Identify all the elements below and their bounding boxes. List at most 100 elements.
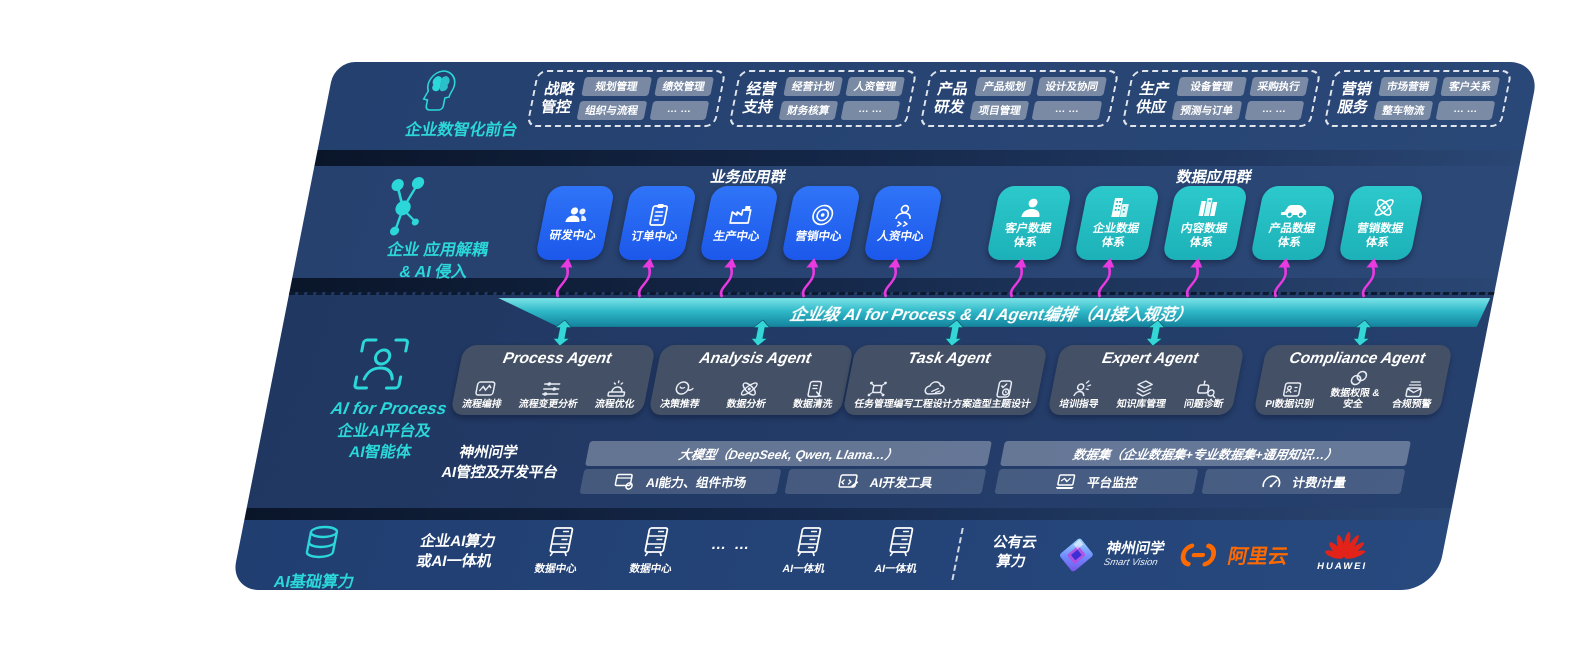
platform-left-group: 大模型（DeepSeek, Qwen, Llama…） AI能力、组件市场 AI… [579, 441, 992, 494]
task-grid-icon [867, 381, 887, 397]
logo-aliyun: 阿里云 [1174, 540, 1292, 569]
architecture-diagram: 企业数智化前台 战略 管控 规划管理 绩效管理 组织与流程 … … 经营 支持 经营… [230, 62, 1540, 592]
agent-card-process: Process Agent 流程编排 流程变更分析 流程优化 [450, 345, 656, 415]
band-infrastructure: AI基础算力 企业AI算力 或AI一体机 数据中心 [230, 520, 1450, 592]
aliyun-logo-icon [1180, 543, 1217, 566]
marketing-atom-icon [1374, 199, 1394, 217]
cell-dev-tools: AI开发工具 [784, 469, 987, 494]
head-brain-icon [422, 70, 456, 111]
chip: 人资管理 [845, 77, 905, 96]
person-frame-icon [353, 338, 409, 390]
chip: 经营计划 [783, 77, 843, 96]
group-title: 生产 供应 [1134, 81, 1172, 116]
server-rack-icon [644, 527, 669, 557]
platform-label: 神州问学 AI管控及开发平台 [440, 445, 560, 481]
chip: 组织与流程 [576, 101, 647, 120]
group-title: 经营 支持 [741, 81, 779, 116]
cell-platform-monitor: 平台监控 [994, 469, 1199, 494]
front-group-operation: 经营 支持 经营计划 人资管理 财务核算 … … [727, 70, 918, 127]
molecule-icon [389, 177, 425, 236]
agent-card-task: Task Agent 任务管理 编写工程设计方案 造型主题设计 [842, 345, 1048, 415]
alert-mail-icon [1405, 381, 1423, 398]
data-box-customer: 客户数据 体系 [985, 186, 1073, 260]
chip: … … [1031, 101, 1103, 120]
band-ai-platform: 企业级 AI for Process & AI Agent编排（AI接入规范） … [246, 292, 1495, 508]
data-box-enterprise: 企业数据 体系 [1073, 186, 1161, 260]
group-title: 战略 管控 [539, 81, 577, 116]
chip: … … [1244, 101, 1304, 120]
component-market-icon [615, 473, 634, 490]
node-datacenter-1: 数据中心 [533, 526, 585, 576]
customer-person-icon [1021, 198, 1040, 217]
platform-monitor-icon [1056, 474, 1076, 489]
enterprise-compute-label: 企业AI算力 或AI一体机 [415, 533, 498, 570]
cell-ai-capability: AI能力、组件市场 [579, 469, 782, 494]
dev-tools-icon [838, 474, 859, 488]
chip: 产品规划 [974, 77, 1035, 96]
chip: 整车物流 [1373, 101, 1434, 120]
chip: … … [840, 101, 901, 120]
business-box-rd: 研发中心 [534, 186, 616, 260]
agent-card-compliance: Compliance Agent PI数据识别 数据权限 & 安全 合规预警 [1253, 345, 1453, 415]
logo-huawei: HUAWEI [1316, 530, 1374, 572]
database-icon [305, 525, 339, 559]
chip: 项目管理 [969, 101, 1030, 120]
meter-gauge-icon [1262, 475, 1281, 488]
public-cloud-label: 公有云 算力 [991, 535, 1039, 570]
pi-data-icon [1283, 382, 1302, 397]
front-group-strategy: 战略 管控 规划管理 绩效管理 组织与流程 … … [526, 70, 726, 127]
business-box-hr: 人资中心 [862, 186, 944, 260]
chip: 设备管理 [1176, 77, 1247, 96]
front-group-product: 产品 研发 产品规划 设计及协同 项目管理 … … [919, 70, 1120, 127]
agent-card-analysis: Analysis Agent 决策推荐 数据分析 数据清洗 [648, 345, 854, 415]
infra-label: AI基础算力 [272, 574, 356, 591]
chip: … … [649, 101, 709, 120]
rd-team-icon [565, 206, 587, 222]
business-box-production: 生产中心 [698, 186, 780, 260]
diagnose-icon [1197, 380, 1216, 399]
data-apps-title: 数据应用群 [1174, 169, 1254, 186]
band-applications: 企业 应用解耦 & AI 侵入 业务应用群 数据应用群 研发中心 订单中心 [292, 166, 1520, 281]
chip: 市场营销 [1378, 77, 1438, 96]
band-separator [314, 150, 1523, 166]
front-group-marketing: 营销 服务 市场营销 客户关系 整车物流 … … [1323, 70, 1513, 127]
server-rack-icon [889, 527, 914, 557]
decision-icon [675, 381, 694, 395]
training-icon [1072, 380, 1091, 397]
front-groups: 战略 管控 规划管理 绩效管理 组织与流程 … … 经营 支持 经营计划 人资管理 … [526, 70, 1513, 127]
shenzhou-wenxue-logo-icon [1059, 538, 1093, 572]
node-ellipsis: … … [709, 536, 754, 553]
chip: 设计及协同 [1036, 77, 1107, 96]
agent-card-expert: Expert Agent 培训指导 知识库管理 问题诊断 [1047, 345, 1245, 415]
styling-card-icon [996, 380, 1013, 398]
infra-divider [951, 528, 964, 580]
data-analysis-icon [740, 382, 758, 396]
band-front-office: 企业数智化前台 战略 管控 规划管理 绩效管理 组织与流程 … … 经营 支持 经营… [317, 62, 1540, 150]
data-box-content: 内容数据 体系 [1161, 186, 1249, 260]
chip: 规划管理 [581, 77, 652, 96]
apps-label: 企业 应用解耦 & AI 侵入 [385, 242, 490, 281]
enterprise-building-icon [1111, 198, 1129, 218]
infra-label-block: AI基础算力 [272, 524, 365, 592]
chip: … … [1435, 101, 1496, 120]
product-car-icon [1280, 204, 1307, 218]
huawei-logo-icon [1324, 532, 1366, 559]
dataset-bar: 数据集（企业数据集+专业数据集+通用知识…） [1000, 441, 1411, 466]
node-ai-appliance-1: AI一体机 [781, 526, 833, 576]
cell-billing-meter: 计费/计量 [1201, 469, 1406, 494]
ai-orchestration-banner: 企业级 AI for Process & AI Agent编排（AI接入规范） [493, 298, 1491, 327]
group-title: 产品 研发 [932, 81, 970, 116]
flow-change-icon [542, 382, 561, 397]
flow-orchestration-icon [474, 381, 496, 396]
model-bar: 大模型（DeepSeek, Qwen, Llama…） [585, 441, 992, 466]
business-apps-title: 业务应用群 [708, 169, 788, 186]
content-books-icon [1198, 198, 1218, 217]
front-group-supply: 生产 供应 设备管理 采购执行 预测与订单 … … [1121, 70, 1322, 127]
chip: 采购执行 [1248, 77, 1309, 96]
server-rack-icon [549, 527, 574, 557]
data-box-marketing: 营销数据 体系 [1337, 186, 1425, 260]
node-datacenter-2: 数据中心 [628, 526, 680, 576]
chip: 绩效管理 [653, 77, 714, 96]
order-clipboard-icon [649, 203, 669, 226]
flow-optimize-icon [607, 380, 626, 397]
